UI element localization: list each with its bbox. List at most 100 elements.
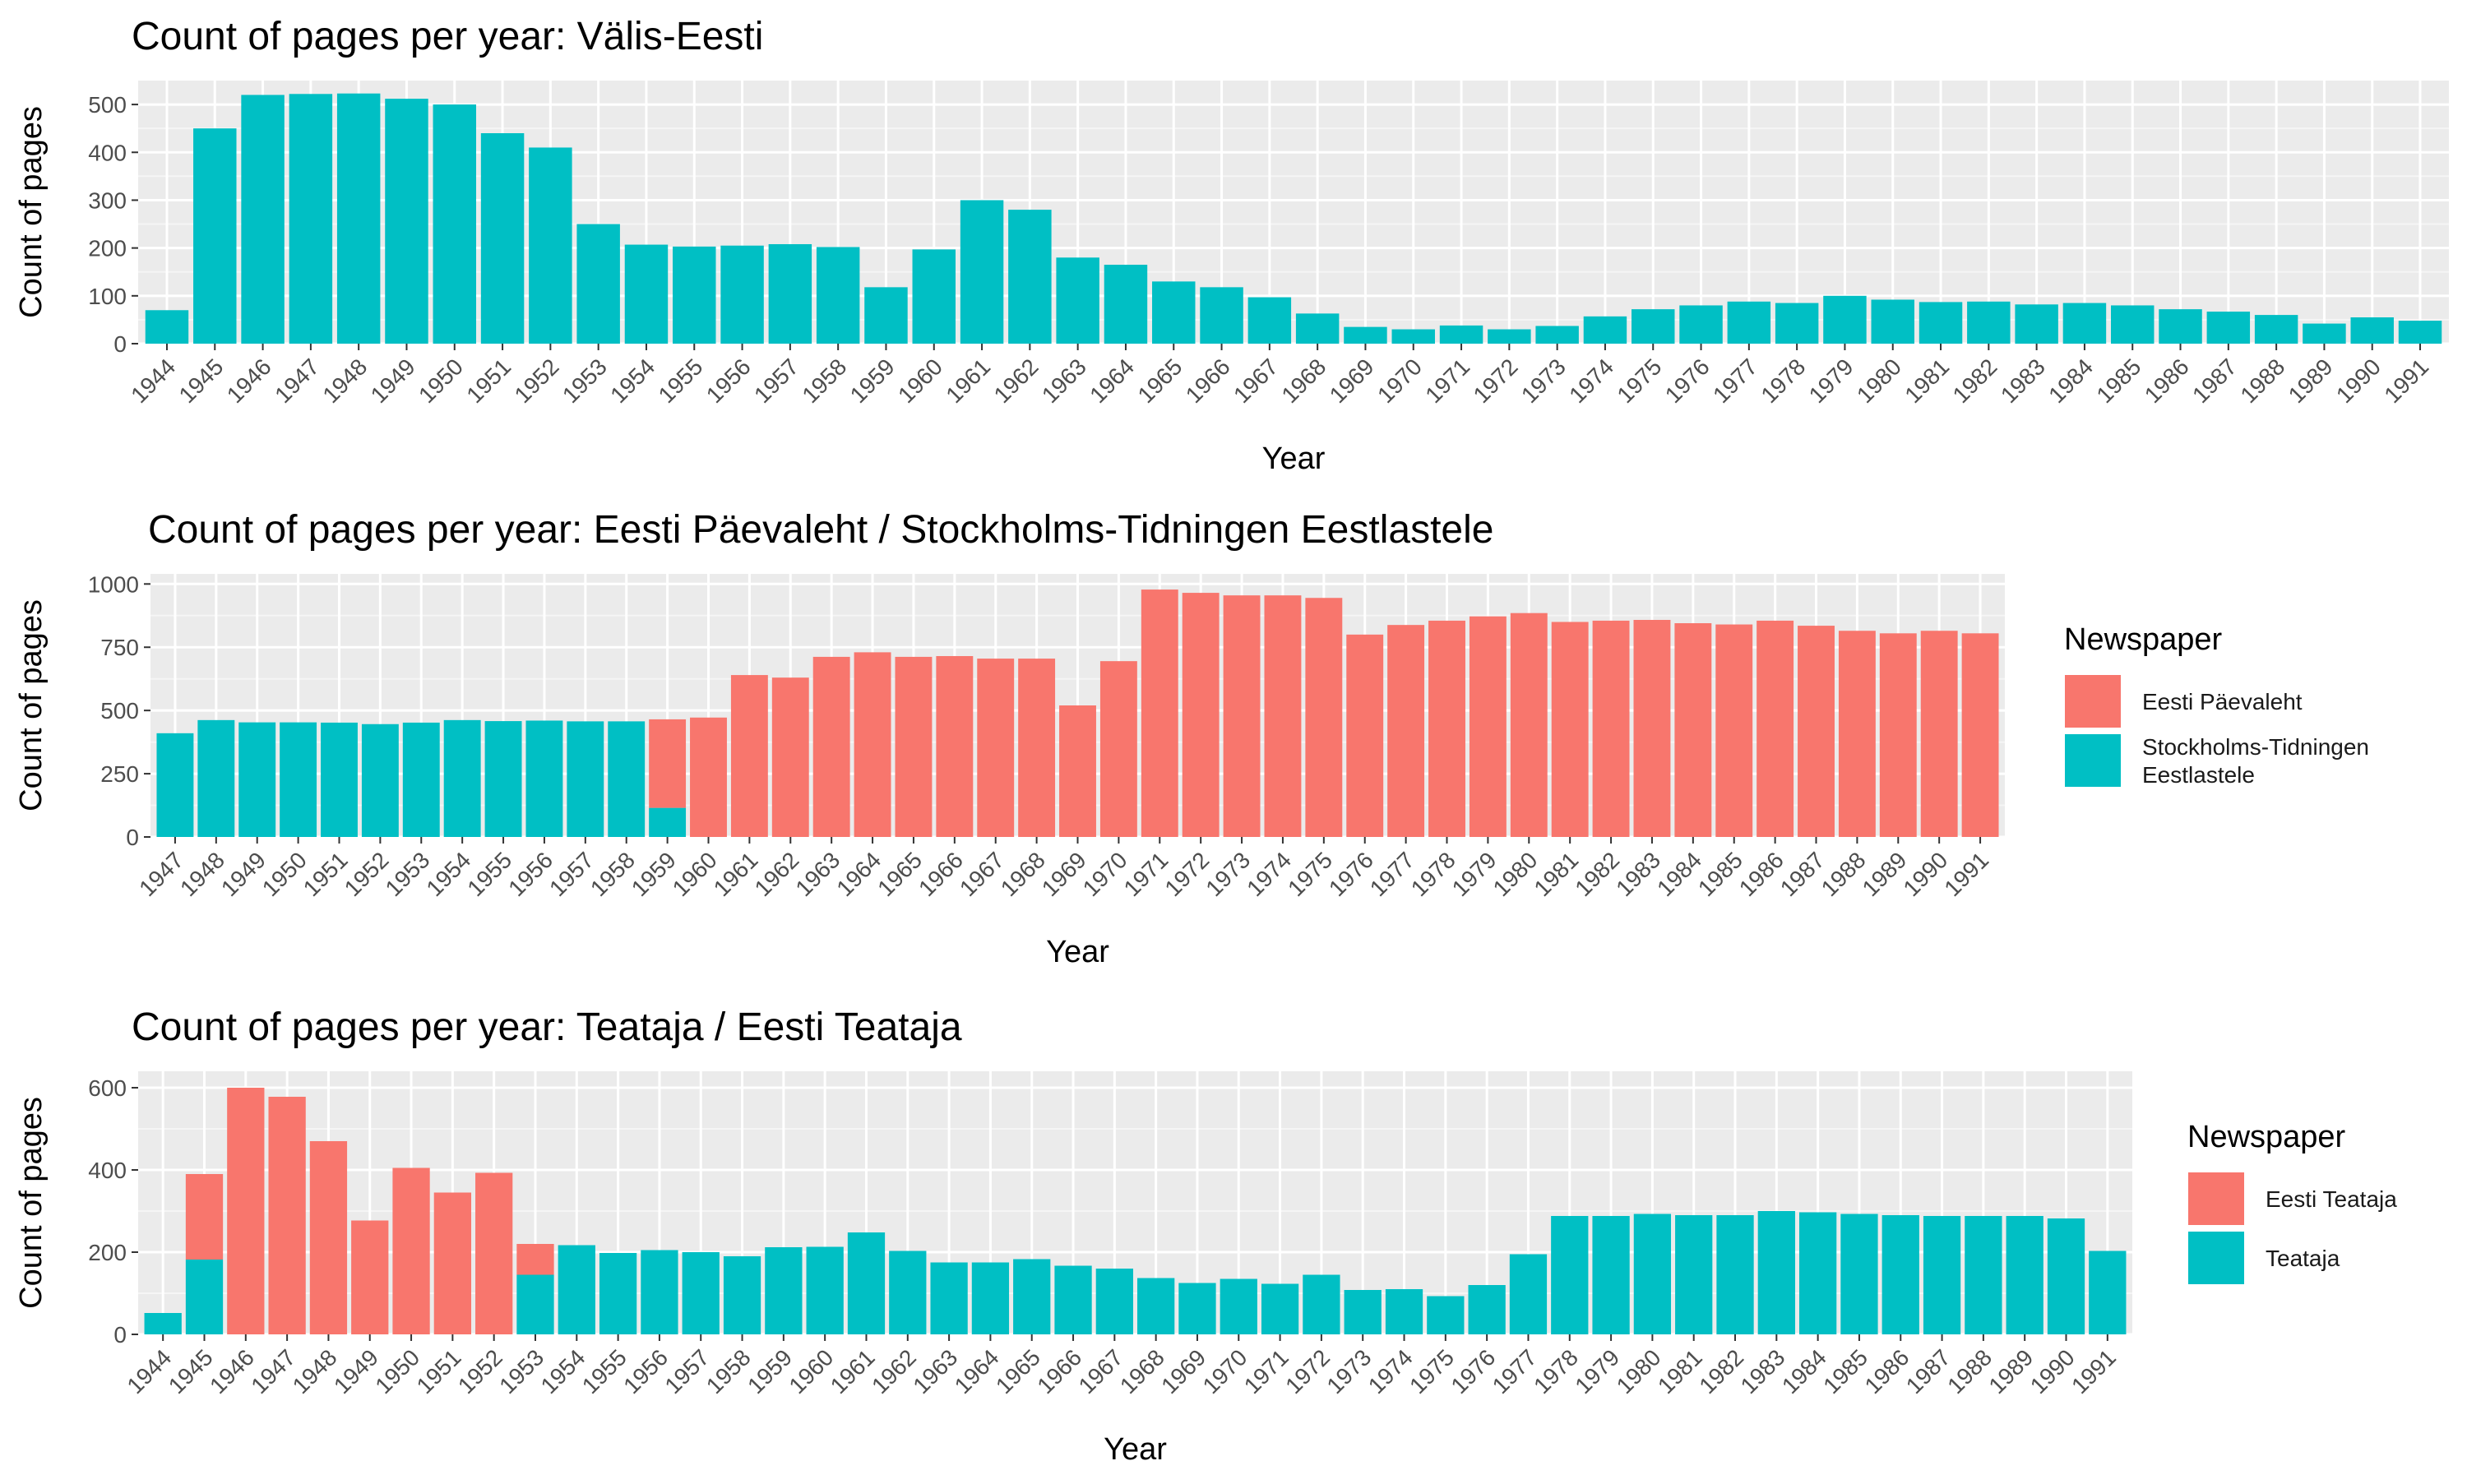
- legend: Newspaper Eesti Teataja Teataja: [2187, 1120, 2397, 1286]
- bar: [1838, 631, 1876, 837]
- x-tick-label: 1955: [654, 354, 708, 408]
- x-tick-label: 1975: [1613, 354, 1667, 408]
- x-tick-label: 1952: [340, 847, 394, 901]
- x-tick-label: 1947: [246, 1344, 300, 1398]
- bar: [1675, 1215, 1713, 1334]
- x-tick-label: 1946: [222, 354, 276, 408]
- x-tick-label: 1987: [1901, 1344, 1956, 1398]
- x-tick-label: 1991: [2379, 354, 2433, 408]
- bar: [1056, 257, 1099, 344]
- bar: [1095, 1269, 1133, 1334]
- x-tick-label: 1945: [164, 1344, 218, 1398]
- bar: [525, 720, 563, 837]
- bar: [268, 1097, 306, 1334]
- x-tick-label: 1986: [1860, 1344, 1914, 1398]
- y-tick-label: 100: [88, 284, 127, 309]
- bar: [1223, 595, 1261, 837]
- chart-panel-2: 0250500750100019471948194919501951195219…: [14, 508, 2369, 969]
- x-tick-label: 1966: [914, 847, 968, 901]
- x-tick-label: 1975: [1405, 1344, 1459, 1398]
- bar: [2110, 305, 2155, 344]
- bar: [2206, 312, 2251, 344]
- x-tick-label: 1949: [329, 1344, 383, 1398]
- x-tick-label: 1951: [299, 847, 353, 901]
- x-tick-label: 1953: [381, 847, 435, 901]
- bar: [1823, 295, 1867, 344]
- bar: [682, 1252, 720, 1334]
- x-tick-label: 1982: [1570, 847, 1624, 901]
- x-tick-label: 1988: [1817, 847, 1871, 901]
- x-tick-label: 1977: [1708, 354, 1762, 408]
- bar: [145, 310, 189, 344]
- x-tick-label: 1981: [1529, 847, 1583, 901]
- y-tick-label: 300: [88, 187, 127, 213]
- x-tick-label: 1967: [1074, 1344, 1128, 1398]
- x-tick-label: 1972: [1159, 847, 1214, 901]
- x-tick-label: 1958: [797, 354, 851, 408]
- x-tick-label: 1966: [1181, 354, 1235, 408]
- bar: [1303, 1274, 1340, 1334]
- x-tick-label: 1973: [1201, 847, 1255, 901]
- x-tick-label: 1987: [1775, 847, 1830, 901]
- legend-label: Eestlastele: [2142, 762, 2255, 788]
- bar: [1632, 309, 1675, 344]
- bar: [1633, 620, 1671, 837]
- x-tick-label: 1965: [872, 847, 927, 901]
- bar: [1551, 622, 1589, 837]
- bar: [1535, 326, 1579, 344]
- chart-title: Count of pages per year: Eesti Päevaleht…: [148, 508, 1493, 552]
- x-axis-title: Year: [1262, 442, 1326, 476]
- y-tick-label: 1000: [88, 571, 139, 597]
- x-tick-label: 1974: [1242, 847, 1296, 901]
- x-tick-label: 1949: [366, 354, 420, 408]
- x-tick-label: 1962: [989, 354, 1044, 408]
- bar: [2062, 303, 2107, 344]
- x-tick-label: 1973: [1321, 1344, 1376, 1398]
- bar: [2006, 1216, 2043, 1334]
- x-tick-label: 1988: [2235, 354, 2289, 408]
- x-tick-label: 1948: [317, 354, 372, 408]
- x-tick-label: 1976: [1324, 847, 1378, 901]
- x-tick-label: 1952: [510, 354, 564, 408]
- bar: [336, 93, 381, 344]
- bar: [730, 675, 768, 837]
- bar: [720, 245, 764, 344]
- bar: [864, 287, 908, 344]
- bar: [1344, 1290, 1382, 1334]
- bar: [847, 1232, 886, 1334]
- y-tick-label: 0: [126, 825, 139, 850]
- bar: [1469, 616, 1507, 837]
- y-tick-label: 500: [100, 698, 139, 724]
- bar: [385, 99, 428, 344]
- bar: [238, 722, 276, 837]
- x-tick-label: 1977: [1488, 1344, 1542, 1398]
- x-tick-label: 1957: [544, 847, 599, 901]
- legend-title: Newspaper: [2187, 1120, 2346, 1154]
- bar: [576, 224, 620, 344]
- x-tick-label: 1968: [1276, 354, 1331, 408]
- x-tick-label: 1970: [1372, 354, 1427, 408]
- x-tick-label: 1978: [1529, 1344, 1583, 1398]
- bar: [1387, 625, 1425, 837]
- bar: [1054, 1265, 1092, 1334]
- bar: [2303, 323, 2346, 344]
- bar: [1295, 313, 1340, 344]
- x-tick-label: 1960: [893, 354, 947, 408]
- bar: [321, 722, 358, 837]
- bar: [567, 721, 604, 837]
- y-tick-label: 750: [100, 635, 139, 660]
- x-tick-label: 1962: [750, 847, 804, 901]
- x-tick-label: 1958: [586, 847, 640, 901]
- y-tick-label: 250: [100, 761, 139, 787]
- bar: [1305, 598, 1343, 837]
- x-tick-label: 1969: [1325, 354, 1379, 408]
- x-tick-label: 1979: [1804, 354, 1858, 408]
- bar: [1757, 1211, 1795, 1334]
- x-tick-label: 1960: [784, 1344, 838, 1398]
- x-tick-label: 1978: [1756, 354, 1810, 408]
- bar: [1428, 620, 1465, 837]
- x-tick-label: 1991: [1939, 847, 1993, 901]
- x-tick-label: 1988: [1942, 1344, 1997, 1398]
- bar: [768, 243, 812, 344]
